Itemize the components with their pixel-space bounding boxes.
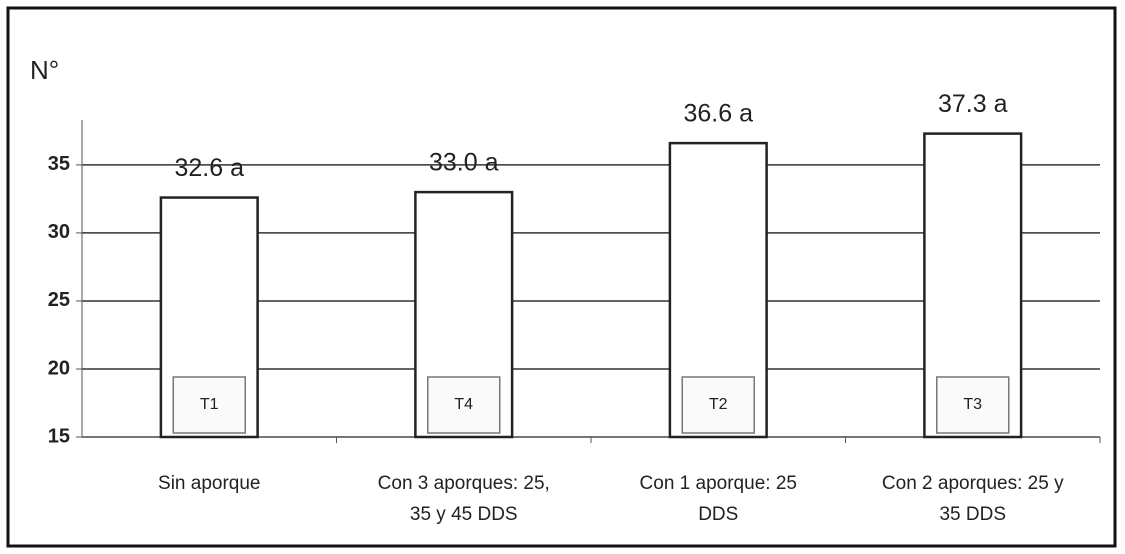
value-label: 37.3 a xyxy=(938,90,1008,118)
x-tick-label: 35 DDS xyxy=(939,504,1006,525)
value-label: 33.0 a xyxy=(429,149,499,177)
x-tick-label: Con 2 aporques: 25 y xyxy=(882,473,1064,494)
value-label: 32.6 a xyxy=(174,154,244,182)
x-tick-label: DDS xyxy=(698,504,738,525)
treatment-box xyxy=(936,376,1010,434)
y-axis-label: N° xyxy=(30,55,59,85)
y-tick-label: 25 xyxy=(48,289,70,311)
treatment-label: T2 xyxy=(709,396,728,413)
y-tick-label: 15 xyxy=(48,425,70,447)
y-tick-label: 30 xyxy=(48,221,70,243)
treatment-box xyxy=(681,376,755,434)
treatment-label: T3 xyxy=(963,396,982,413)
x-tick-label: Con 3 aporques: 25, xyxy=(378,473,550,494)
x-tick-label: Con 1 aporque: 25 xyxy=(640,473,797,494)
x-tick-label: 35 y 45 DDS xyxy=(410,504,518,525)
treatment-label: T1 xyxy=(200,396,219,413)
y-tick-label: 20 xyxy=(48,357,70,379)
value-label: 36.6 a xyxy=(683,100,753,128)
treatment-box xyxy=(172,376,246,434)
treatment-label: T4 xyxy=(454,396,473,413)
treatment-box xyxy=(427,376,501,434)
x-tick-label: Sin aporque xyxy=(158,473,260,494)
y-tick-label: 35 xyxy=(48,153,70,175)
